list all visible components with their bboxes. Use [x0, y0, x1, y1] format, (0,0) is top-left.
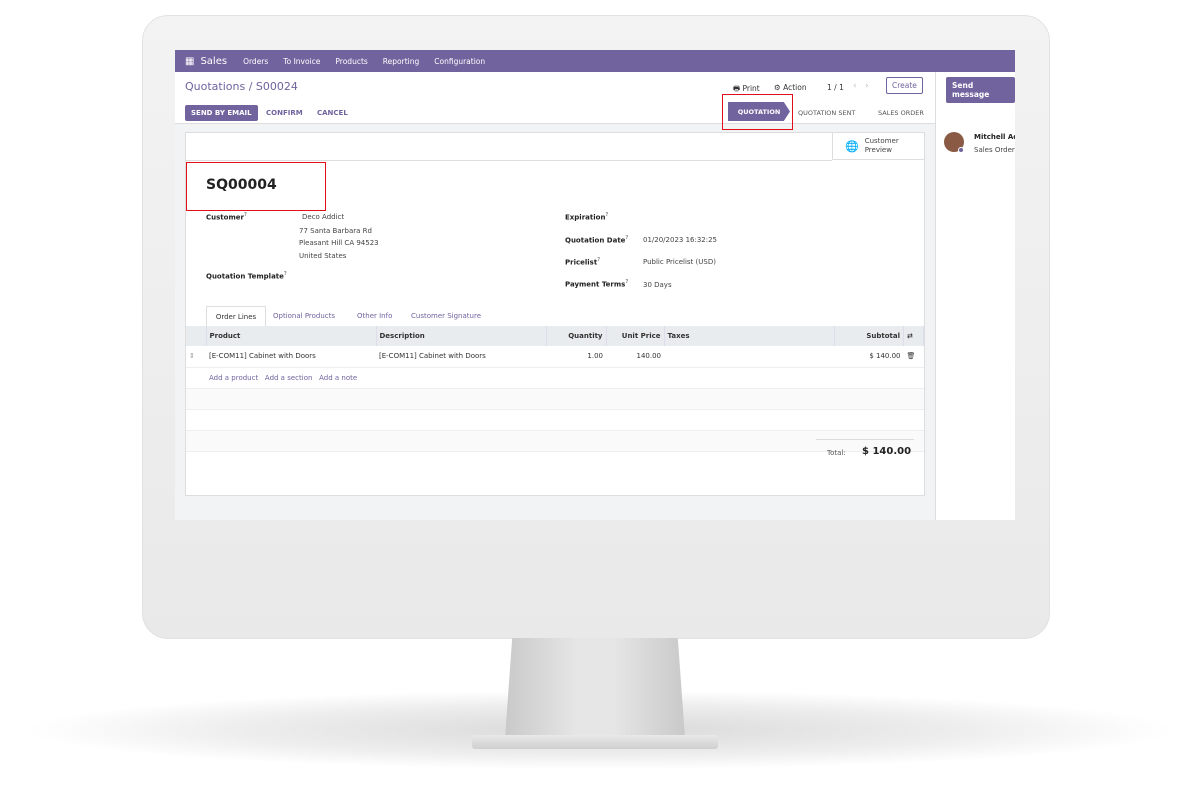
address-line: Pleasant Hill CA 94523 — [299, 239, 379, 247]
address-line: 77 Santa Barbara Rd — [299, 227, 372, 235]
tab-other-info[interactable]: Other Info — [357, 312, 393, 320]
apps-grid-icon[interactable]: ▦ — [185, 55, 195, 67]
customer-label: Customer? — [206, 212, 247, 222]
order-lines-table: Product Description Quantity Unit Price … — [186, 326, 924, 452]
table-row[interactable]: ⇕ [E-COM11] Cabinet with Doors [E-COM11]… — [186, 346, 924, 368]
nav-orders[interactable]: Orders — [243, 56, 269, 66]
trash-icon[interactable]: 🗑 — [903, 346, 924, 368]
action-button[interactable]: ⚙ Action — [774, 83, 807, 92]
nav-configuration[interactable]: Configuration — [434, 56, 486, 66]
send-by-email-button[interactable]: SEND BY EMAIL — [185, 105, 258, 121]
quotation-date-label: Quotation Date? — [565, 235, 629, 245]
col-quantity: Quantity — [546, 326, 607, 346]
chatter: Send message Mitchell Ad Sales Order — [935, 72, 1015, 520]
form-sheet: 🌐 Customer Preview SQ00004 Customer? Dec… — [185, 132, 925, 496]
col-unit-price: Unit Price — [606, 326, 665, 346]
create-button[interactable]: Create — [886, 77, 923, 94]
nav-reporting[interactable]: Reporting — [382, 56, 420, 66]
pager-prev-icon[interactable]: ‹ — [853, 81, 857, 91]
cancel-button[interactable]: CANCEL — [317, 109, 348, 117]
name-highlight-box — [186, 162, 326, 211]
add-product-link[interactable]: Add a product — [209, 373, 259, 382]
globe-icon: 🌐 — [845, 139, 859, 153]
tab-order-lines[interactable]: Order Lines — [206, 306, 266, 326]
payment-terms-label: Payment Terms? — [565, 279, 629, 289]
app-name[interactable]: Sales — [200, 55, 228, 67]
col-taxes: Taxes — [664, 326, 835, 346]
total-value: $ 140.00 — [862, 446, 912, 457]
add-note-link[interactable]: Add a note — [319, 373, 358, 382]
col-product: Product — [206, 326, 377, 346]
tab-customer-signature[interactable]: Customer Signature — [411, 312, 481, 320]
send-message-button[interactable]: Send message — [946, 77, 1015, 103]
pricelist-field[interactable]: Public Pricelist (USD) — [643, 258, 716, 266]
customer-preview-button[interactable]: 🌐 Customer Preview — [832, 133, 924, 160]
add-section-link[interactable]: Add a section — [264, 373, 313, 382]
table-header: Product Description Quantity Unit Price … — [186, 326, 924, 346]
screen: ▦ Sales Orders To Invoice Products Repor… — [175, 50, 1015, 520]
pager: 1 / 1 — [827, 83, 844, 92]
nav-to-invoice[interactable]: To Invoice — [283, 56, 321, 66]
col-description: Description — [376, 326, 547, 346]
confirm-button[interactable]: CONFIRM — [266, 109, 303, 117]
total-label: Total: — [827, 449, 846, 457]
chatter-user-sub: Sales Order — [974, 146, 1015, 154]
nav-products[interactable]: Products — [335, 56, 368, 66]
drag-handle-icon[interactable]: ⇕ — [186, 346, 206, 368]
monitor-base — [472, 735, 718, 749]
breadcrumb[interactable]: Quotations / S00024 — [185, 80, 298, 93]
monitor-stand — [505, 638, 685, 738]
tab-optional-products[interactable]: Optional Products — [273, 312, 336, 320]
print-button[interactable]: 🖶 Print — [733, 84, 760, 93]
pricelist-label: Pricelist? — [565, 257, 601, 267]
stage-quotation[interactable]: QUOTATION — [728, 102, 790, 121]
customer-field[interactable]: Deco Addict — [302, 213, 345, 221]
chatter-user-name: Mitchell Ad — [974, 133, 1015, 141]
quotation-number: SQ00004 — [206, 177, 277, 193]
payment-terms-field[interactable]: 30 Days — [643, 281, 672, 289]
quotation-highlight-box — [722, 94, 793, 130]
pager-next-icon[interactable]: › — [865, 81, 869, 91]
column-settings-icon[interactable]: ⇄ — [903, 326, 924, 346]
quotation-date-field[interactable]: 01/20/2023 16:32:25 — [643, 236, 718, 244]
control-panel: Quotations / S00024 🖶 Print ⚙ Action 1 /… — [175, 72, 935, 124]
expiration-label: Expiration? — [565, 212, 609, 222]
col-subtotal: Subtotal — [834, 326, 904, 346]
top-navbar: ▦ Sales Orders To Invoice Products Repor… — [175, 50, 1015, 72]
status-dot-icon — [958, 147, 964, 153]
template-label: Quotation Template? — [206, 271, 287, 281]
stage-quotation-sent[interactable]: QUOTATION SENT — [798, 109, 856, 117]
stage-sales-order[interactable]: SALES ORDER — [878, 109, 924, 117]
address-line: United States — [299, 252, 347, 260]
